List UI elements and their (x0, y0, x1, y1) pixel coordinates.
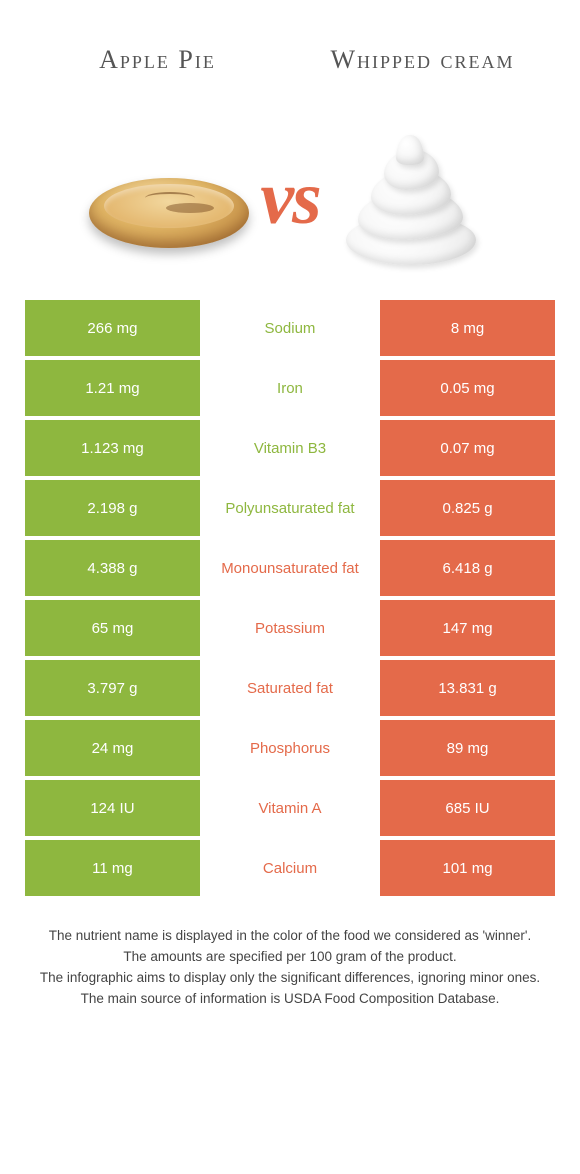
table-row: 1.21 mgIron0.05 mg (25, 360, 555, 416)
nutrient-name: Calcium (200, 840, 380, 896)
left-value: 1.21 mg (25, 360, 200, 416)
table-row: 124 IUVitamin A685 IU (25, 780, 555, 836)
right-value: 685 IU (380, 780, 555, 836)
nutrient-name: Saturated fat (200, 660, 380, 716)
footer-line: The main source of information is USDA F… (31, 989, 549, 1010)
right-value: 13.831 g (380, 660, 555, 716)
nutrient-name: Vitamin B3 (200, 420, 380, 476)
left-value: 4.388 g (25, 540, 200, 596)
hero-row: vs (25, 120, 555, 275)
nutrient-name: Polyunsaturated fat (200, 480, 380, 536)
nutrient-name: Potassium (200, 600, 380, 656)
nutrient-name: Vitamin A (200, 780, 380, 836)
table-row: 24 mgPhosphorus89 mg (25, 720, 555, 776)
title-left: Apple Pie (25, 44, 290, 75)
right-value: 89 mg (380, 720, 555, 776)
left-value: 124 IU (25, 780, 200, 836)
footer-notes: The nutrient name is displayed in the co… (25, 926, 555, 1010)
nutrient-name: Phosphorus (200, 720, 380, 776)
table-row: 4.388 gMonounsaturated fat6.418 g (25, 540, 555, 596)
right-value: 8 mg (380, 300, 555, 356)
left-value: 11 mg (25, 840, 200, 896)
apple-pie-image (84, 123, 254, 273)
nutrient-table: 266 mgSodium8 mg1.21 mgIron0.05 mg1.123 … (25, 300, 555, 896)
footer-line: The nutrient name is displayed in the co… (31, 926, 549, 947)
table-row: 65 mgPotassium147 mg (25, 600, 555, 656)
footer-line: The infographic aims to display only the… (31, 968, 549, 989)
left-value: 1.123 mg (25, 420, 200, 476)
left-value: 266 mg (25, 300, 200, 356)
title-bar: Apple Pie Whipped cream (25, 20, 555, 100)
footer-line: The amounts are specified per 100 gram o… (31, 947, 549, 968)
left-value: 3.797 g (25, 660, 200, 716)
title-right: Whipped cream (290, 44, 555, 75)
nutrient-name: Sodium (200, 300, 380, 356)
left-value: 2.198 g (25, 480, 200, 536)
nutrient-name: Monounsaturated fat (200, 540, 380, 596)
table-row: 2.198 gPolyunsaturated fat0.825 g (25, 480, 555, 536)
whipped-cream-image (326, 123, 496, 273)
right-value: 0.07 mg (380, 420, 555, 476)
table-row: 11 mgCalcium101 mg (25, 840, 555, 896)
table-row: 266 mgSodium8 mg (25, 300, 555, 356)
table-row: 1.123 mgVitamin B30.07 mg (25, 420, 555, 476)
right-value: 0.825 g (380, 480, 555, 536)
table-row: 3.797 gSaturated fat13.831 g (25, 660, 555, 716)
right-value: 147 mg (380, 600, 555, 656)
right-value: 101 mg (380, 840, 555, 896)
left-value: 65 mg (25, 600, 200, 656)
left-value: 24 mg (25, 720, 200, 776)
right-value: 6.418 g (380, 540, 555, 596)
right-value: 0.05 mg (380, 360, 555, 416)
nutrient-name: Iron (200, 360, 380, 416)
vs-label: vs (260, 160, 319, 236)
